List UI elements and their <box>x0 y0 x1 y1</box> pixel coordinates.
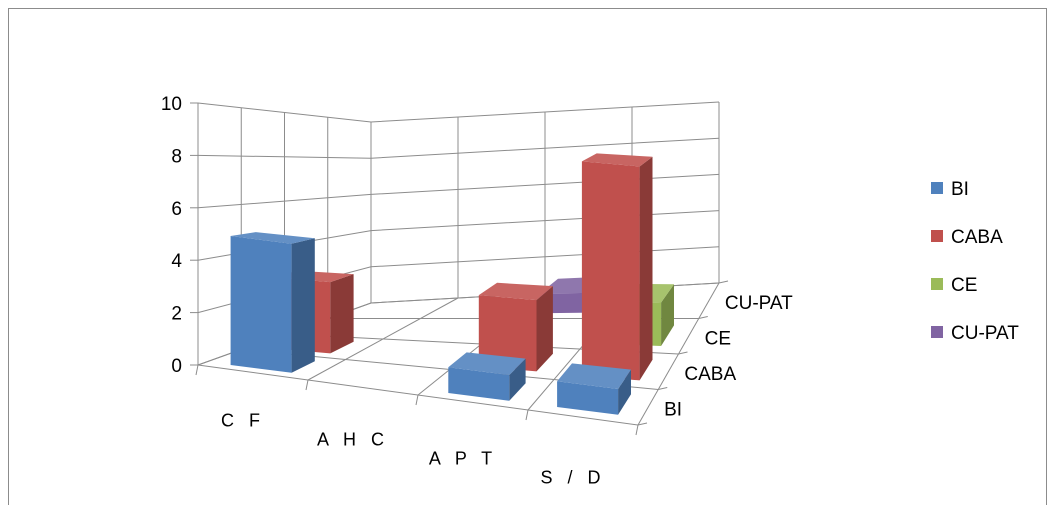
depth-tick <box>658 387 668 390</box>
y-tick-label: 6 <box>171 199 182 220</box>
legend-label: BI <box>951 179 969 200</box>
depth-category-label: CU-PAT <box>725 293 793 314</box>
bar-side-face <box>661 284 674 346</box>
y-tick-label: 2 <box>171 304 182 325</box>
legend-label: CE <box>951 275 977 296</box>
y-tick-label: 8 <box>171 146 182 167</box>
bar-bi-2 <box>448 352 526 401</box>
x-tick <box>525 409 529 421</box>
x-tick <box>415 394 419 406</box>
bar-front-face <box>581 161 640 381</box>
bar-front-face <box>448 367 510 401</box>
x-category-label: C F <box>221 411 265 431</box>
depth-tick <box>718 280 729 284</box>
bar-bi-0 <box>230 232 315 373</box>
bar-caba-3 <box>581 153 653 381</box>
x-category-label: A H C <box>317 430 389 450</box>
bar-side-face <box>639 156 653 381</box>
x-tick <box>195 364 199 376</box>
y-tick-label: 0 <box>171 356 182 377</box>
depth-category-label: BI <box>664 399 682 420</box>
depth-tick <box>698 316 708 319</box>
bar-top-face <box>581 153 653 167</box>
depth-category-label: CABA <box>684 364 736 385</box>
legend-swatch-ce <box>931 278 943 290</box>
bar-side-face <box>618 369 631 415</box>
hgrid-line <box>197 137 720 159</box>
bar-top-face <box>230 232 315 244</box>
bar-caba-2 <box>478 282 553 372</box>
bar-side-face <box>330 274 354 354</box>
depth-tick <box>678 351 688 355</box>
legend-swatch-cu-pat <box>931 326 943 338</box>
bar-top-face <box>557 363 631 389</box>
bar-front-face <box>557 381 619 415</box>
legend-swatch-caba <box>931 230 943 242</box>
chart-frame <box>8 8 1047 505</box>
bar-top-face <box>448 352 526 375</box>
y-tick-label: 10 <box>161 94 182 115</box>
x-tick <box>635 424 639 436</box>
y-tick-label: 4 <box>171 251 182 272</box>
bar-side-face <box>291 238 315 373</box>
x-category-label: A P T <box>429 449 497 469</box>
bar-top-face <box>478 282 553 301</box>
bar-side-face <box>509 358 526 401</box>
x-tick <box>305 379 309 391</box>
depth-tick <box>637 422 648 426</box>
hgrid-line <box>197 101 720 123</box>
bar-side-face <box>536 286 553 372</box>
x-category-label: S / D <box>540 468 605 488</box>
bar-front-face <box>478 295 537 372</box>
depth-category-label: CE <box>705 328 731 349</box>
legend-label: CU-PAT <box>951 323 1019 344</box>
bar-bi-3 <box>557 363 631 415</box>
legend-label: CABA <box>951 227 1003 248</box>
legend-swatch-bi <box>931 182 943 194</box>
bar-front-face <box>230 236 292 373</box>
